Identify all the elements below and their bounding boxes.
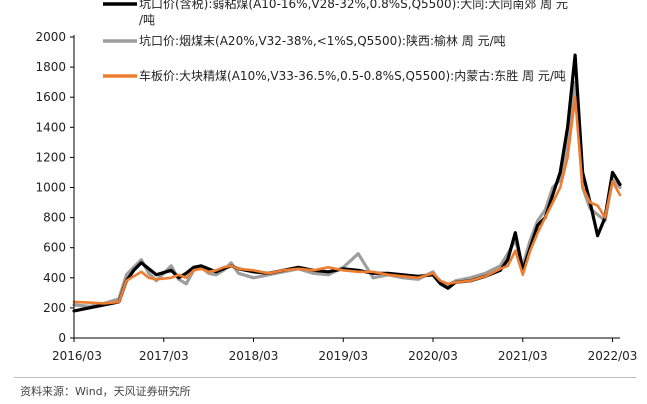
y-tick-label: 1400 xyxy=(35,120,66,134)
x-tick-label: 2019/03 xyxy=(318,349,368,363)
legend-label-3: 车板价:大块精煤(A10%,V33-36.5%,0.5-0.8%S,Q5500)… xyxy=(139,68,566,83)
y-tick-label: 1000 xyxy=(35,181,66,195)
legend-label-1: /吨 xyxy=(139,13,155,27)
y-tick-label: 600 xyxy=(43,241,66,255)
legend-label-1: 坑口价(含税):弱粘煤(A10-16%,V28-32%,0.8%S,Q5500)… xyxy=(139,0,568,11)
x-tick-label: 2018/03 xyxy=(229,349,279,363)
series-line-1 xyxy=(72,53,622,313)
y-tick-label: 1600 xyxy=(35,90,66,104)
source-note: 资料来源：Wind，天风证券研究所 xyxy=(20,385,191,398)
x-tick-label: 2016/03 xyxy=(52,349,102,363)
y-tick-label: 1800 xyxy=(35,60,66,74)
legend: 坑口价(含税):弱粘煤(A10-16%,V28-32%,0.8%S,Q5500)… xyxy=(103,0,568,83)
y-tick-label: 0 xyxy=(58,331,66,345)
axes-layer: 0 200 400 600 800 1000 1200 1400 1600 1800 2000 201… xyxy=(35,30,637,363)
source-divider xyxy=(14,377,636,378)
x-tick-label: 2021/03 xyxy=(498,349,548,363)
legend-label-2: 坑口价:烟煤末(A20%,V32-38%,<1%S,Q5500):陕西:榆林 周… xyxy=(139,33,506,48)
series-line-3 xyxy=(72,95,622,305)
y-tick-label: 1200 xyxy=(35,150,66,164)
x-tick-label: 2022/03 xyxy=(588,349,638,363)
y-tick-label: 200 xyxy=(43,301,66,315)
series-layer xyxy=(72,53,622,313)
y-tick-label: 400 xyxy=(43,271,66,285)
y-tick-label: 2000 xyxy=(35,30,66,44)
x-tick-label: 2020/03 xyxy=(408,349,458,363)
x-tick-label: 2017/03 xyxy=(139,349,189,363)
y-tick-label: 800 xyxy=(43,211,66,225)
